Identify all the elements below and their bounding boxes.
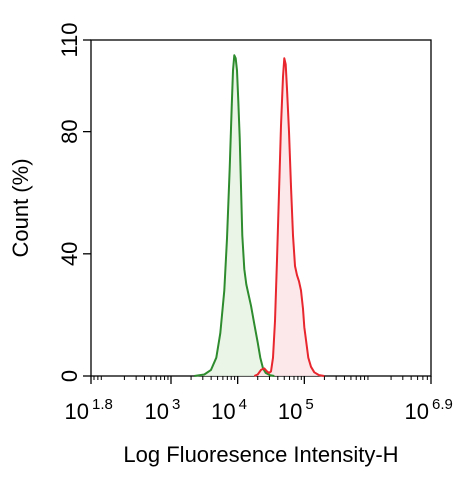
x-tick-base: 10 xyxy=(145,399,169,424)
series-layer xyxy=(194,54,325,377)
x-tick-base: 10 xyxy=(65,399,89,424)
x-tick-base: 10 xyxy=(211,399,235,424)
y-tick-label: 110 xyxy=(57,22,82,57)
x-tick-label: 10 5 xyxy=(278,396,314,424)
series-2-line xyxy=(253,57,325,377)
x-tick-label: 10 3 xyxy=(145,396,181,424)
x-tick-base: 10 xyxy=(405,399,429,424)
x-tick-base: 10 xyxy=(278,399,302,424)
series-1-line xyxy=(194,54,275,377)
x-tick-exponent: 5 xyxy=(305,396,313,413)
x-tick-exponent: 1.8 xyxy=(92,396,113,413)
y-tick-label: 80 xyxy=(57,119,82,143)
x-axis: 10 1.8 10 3 10 4 10 5 10 6.9 xyxy=(65,376,453,424)
y-axis: 0 40 80 110 xyxy=(57,22,91,382)
x-axis-title: Log Fluoresence Intensity-H xyxy=(123,442,398,467)
y-tick-label: 40 xyxy=(57,242,82,266)
x-tick-exponent: 6.9 xyxy=(432,396,453,413)
series-1-area xyxy=(194,55,275,377)
x-tick-exponent: 3 xyxy=(172,396,180,413)
series-2-area xyxy=(254,58,325,377)
y-tick-label: 0 xyxy=(57,370,82,382)
x-tick-exponent: 4 xyxy=(239,396,247,413)
x-tick-label: 10 1.8 xyxy=(65,396,113,424)
plot-frame xyxy=(90,39,432,377)
x-tick-label: 10 4 xyxy=(211,396,247,424)
x-tick-label: 10 6.9 xyxy=(405,396,453,424)
y-axis-title: Count (%) xyxy=(8,158,33,257)
